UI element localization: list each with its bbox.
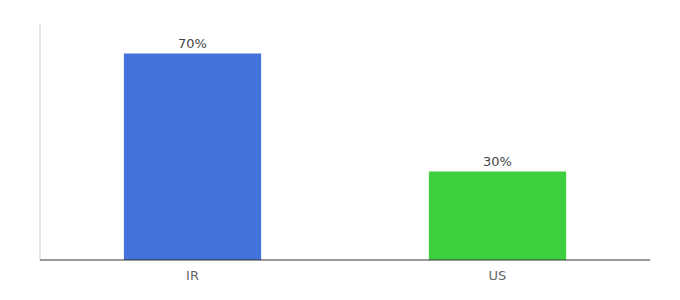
y-axis-line [40, 24, 41, 260]
data-label: 70% [178, 36, 207, 51]
chart-container: 70% 30% IR US [0, 0, 680, 300]
bar [124, 54, 261, 261]
x-tick-label: IR [186, 268, 199, 283]
data-label: 30% [483, 154, 512, 169]
x-tick-label: US [489, 268, 507, 283]
bar [429, 172, 566, 261]
x-axis-line [40, 260, 650, 261]
bars [124, 54, 566, 261]
chart: 70% 30% IR US [0, 0, 680, 300]
